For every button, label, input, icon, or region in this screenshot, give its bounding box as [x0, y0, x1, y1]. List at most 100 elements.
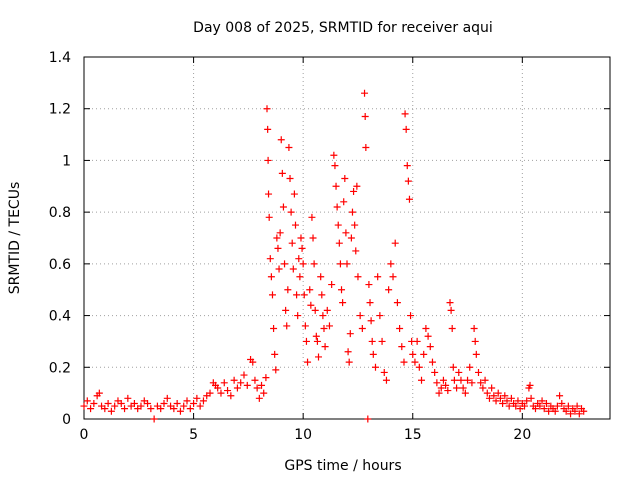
data-point — [335, 239, 343, 247]
data-point — [299, 260, 307, 268]
data-point — [364, 415, 372, 423]
data-point — [180, 402, 188, 410]
data-point — [323, 306, 331, 314]
data-point — [317, 273, 325, 281]
data-point — [124, 394, 132, 402]
data-point — [348, 208, 356, 216]
data-point — [265, 190, 273, 198]
data-point — [346, 330, 354, 338]
data-point — [233, 384, 241, 392]
data-point — [285, 144, 293, 151]
data-point — [466, 363, 474, 371]
data-point — [224, 387, 232, 395]
data-point — [551, 407, 559, 415]
data-point — [278, 169, 286, 177]
data-point — [341, 175, 349, 183]
data-point — [80, 402, 88, 410]
data-point — [470, 325, 478, 332]
data-point — [170, 405, 178, 413]
data-point — [371, 363, 379, 371]
data-point — [237, 379, 245, 387]
data-point — [479, 384, 487, 392]
y-tick-label: 0.4 — [49, 309, 71, 325]
data-point — [262, 374, 270, 382]
data-point — [376, 312, 384, 320]
data-point — [87, 405, 95, 413]
data-point — [448, 325, 456, 332]
x-tick-label: 20 — [513, 427, 531, 443]
data-point — [531, 405, 539, 413]
x-tick-label: 15 — [404, 427, 422, 443]
y-axis-label: SRMTID / TECUs — [7, 182, 23, 295]
data-point — [471, 337, 479, 345]
data-point — [455, 368, 463, 376]
data-point — [387, 260, 395, 268]
data-point — [444, 387, 452, 395]
data-point — [351, 221, 359, 229]
data-point — [526, 381, 534, 389]
data-point — [556, 392, 564, 400]
data-point — [464, 376, 472, 384]
data-point — [404, 177, 412, 185]
data-point — [217, 389, 225, 397]
data-point — [415, 363, 423, 371]
data-point — [309, 234, 317, 242]
x-tick-label: 5 — [189, 427, 198, 443]
data-point — [260, 389, 268, 397]
data-point — [298, 244, 306, 252]
data-point — [461, 389, 469, 397]
data-point — [553, 402, 561, 410]
data-point — [564, 402, 572, 410]
data-point — [290, 190, 298, 198]
data-point — [214, 384, 222, 392]
data-point — [403, 162, 411, 170]
data-point — [318, 291, 326, 299]
data-point — [284, 286, 292, 294]
data-point — [183, 397, 191, 405]
data-point — [255, 394, 263, 402]
data-point — [358, 325, 366, 332]
data-point — [477, 379, 485, 387]
data-point — [253, 384, 261, 392]
data-point — [483, 389, 491, 397]
data-point — [297, 234, 305, 242]
data-point — [400, 358, 408, 366]
data-point — [512, 402, 520, 410]
data-point — [391, 239, 399, 247]
data-point — [332, 182, 340, 190]
data-point — [104, 399, 112, 407]
data-point — [310, 260, 318, 268]
data-point — [472, 350, 480, 358]
data-point — [449, 363, 457, 371]
data-point — [313, 337, 321, 345]
data-point — [176, 407, 184, 415]
data-point — [380, 368, 388, 376]
data-point — [144, 399, 152, 407]
axis-ticks: 0 5 10 15 20 0 0.2 0.4 0.6 0.8 1 1.2 1.4 — [49, 50, 610, 443]
data-point — [312, 332, 320, 340]
data-point — [272, 366, 280, 374]
data-point — [420, 350, 428, 358]
data-point — [362, 144, 370, 151]
data-point — [516, 405, 524, 413]
data-point — [562, 407, 570, 415]
data-point — [361, 89, 369, 97]
data-point — [428, 358, 436, 366]
data-point — [101, 405, 109, 413]
data-point — [307, 301, 315, 309]
data-point — [485, 394, 493, 402]
data-point — [345, 358, 353, 366]
data-point — [279, 203, 287, 211]
y-tick-label: 1.2 — [49, 102, 71, 118]
data-point — [266, 255, 274, 263]
data-point — [378, 337, 386, 345]
data-point — [447, 306, 455, 314]
data-point — [320, 325, 328, 332]
data-point — [137, 402, 145, 410]
data-point — [334, 221, 342, 229]
data-point — [150, 415, 158, 423]
data-point — [490, 392, 498, 400]
data-point — [398, 343, 406, 351]
data-point — [422, 325, 430, 332]
